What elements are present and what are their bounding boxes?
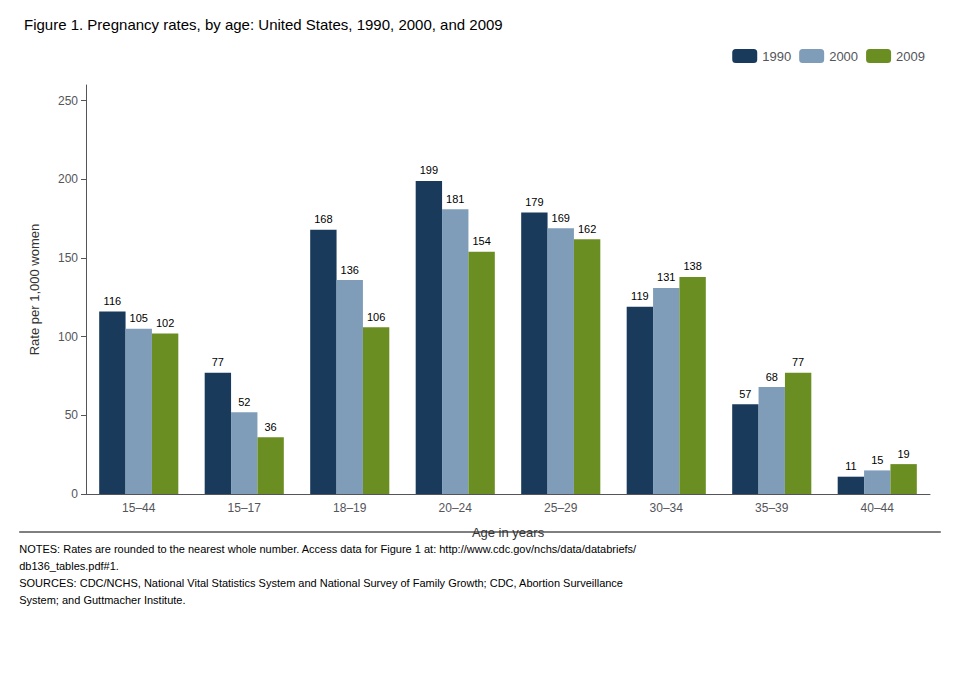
svg-text:2000: 2000 [829,49,858,64]
svg-text:15–44: 15–44 [122,501,156,515]
svg-text:15: 15 [871,454,883,466]
svg-text:Rate per 1,000 women: Rate per 1,000 women [27,224,42,356]
svg-text:SOURCES: CDC/NCHS, National Vi: SOURCES: CDC/NCHS, National Vital Statis… [19,577,623,589]
svg-text:179: 179 [525,196,543,208]
svg-text:150: 150 [58,251,78,265]
svg-text:200: 200 [58,172,78,186]
svg-text:0: 0 [71,487,78,501]
svg-text:138: 138 [683,260,701,272]
svg-text:199: 199 [420,164,438,176]
svg-text:168: 168 [314,213,332,225]
svg-text:116: 116 [104,295,122,307]
svg-text:50: 50 [65,408,79,422]
svg-text:Age in years: Age in years [472,525,545,540]
svg-text:250: 250 [58,94,78,108]
svg-text:System; and Guttmacher Institu: System; and Guttmacher Institute. [19,594,185,606]
svg-text:52: 52 [238,396,250,408]
svg-text:25–29: 25–29 [544,501,578,515]
svg-text:11: 11 [845,460,856,472]
svg-text:20–24: 20–24 [439,501,473,515]
svg-text:Figure 1. Pregnancy rates, by: Figure 1. Pregnancy rates, by age: Unite… [24,16,503,33]
svg-text:106: 106 [367,311,385,323]
svg-text:162: 162 [578,223,596,235]
svg-text:57: 57 [739,388,751,400]
svg-text:15–17: 15–17 [228,501,262,515]
svg-text:131: 131 [657,271,675,283]
svg-text:18–19: 18–19 [333,501,367,515]
svg-text:36: 36 [265,421,277,433]
svg-text:105: 105 [130,312,148,324]
svg-text:40–44: 40–44 [861,501,895,515]
svg-text:NOTES: Rates are rounded to th: NOTES: Rates are rounded to the nearest … [19,543,637,555]
svg-text:19: 19 [898,448,910,460]
svg-text:119: 119 [631,290,649,302]
svg-text:100: 100 [58,330,78,344]
svg-text:102: 102 [156,317,174,329]
svg-text:77: 77 [212,356,224,368]
svg-text:154: 154 [472,235,490,247]
svg-text:1990: 1990 [762,49,791,64]
svg-text:169: 169 [552,212,570,224]
svg-text:181: 181 [446,193,464,205]
svg-text:68: 68 [766,371,778,383]
svg-text:30–34: 30–34 [650,501,684,515]
svg-text:35–39: 35–39 [755,501,789,515]
svg-text:136: 136 [341,264,359,276]
svg-text:2009: 2009 [896,49,925,64]
svg-text:77: 77 [792,356,804,368]
svg-text:db136_tables.pdf#1.: db136_tables.pdf#1. [19,560,119,572]
